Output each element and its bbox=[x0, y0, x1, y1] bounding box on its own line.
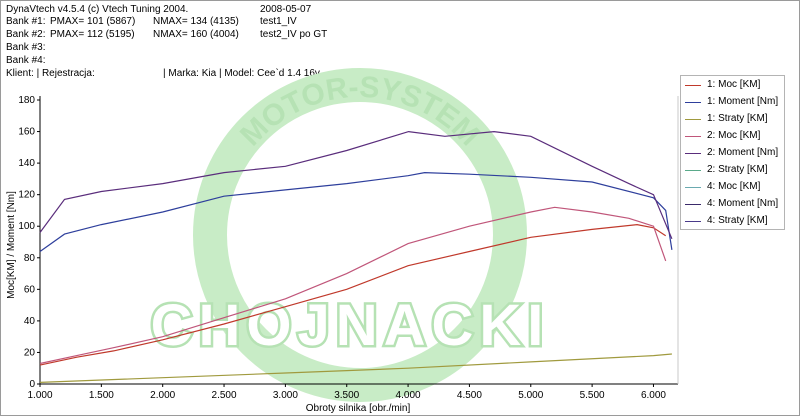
y-tick-label: 140 bbox=[18, 158, 35, 169]
series-line-1 bbox=[39, 223, 667, 366]
series-line-3 bbox=[39, 353, 672, 383]
legend-label: 2: Straty [KM] bbox=[707, 164, 768, 175]
chart-plot-area bbox=[39, 130, 673, 383]
bank2-nmax: NMAX= 160 (4004) bbox=[153, 29, 239, 40]
legend-label: 1: Moc [KM] bbox=[707, 79, 761, 90]
legend-item: 2: Straty [KM] bbox=[681, 162, 784, 179]
legend-swatch bbox=[685, 204, 701, 205]
x-tick-label: 2.500 bbox=[212, 390, 237, 401]
bank1-label: Bank #1: bbox=[6, 16, 46, 27]
legend-item: 1: Straty [KM] bbox=[681, 111, 784, 128]
watermark-brand-text: CHOJNACKI bbox=[151, 293, 550, 358]
x-tick-label: 1.000 bbox=[27, 390, 52, 401]
bank1-nmax: NMAX= 134 (4135) bbox=[153, 16, 239, 27]
x-tick-label: 2.000 bbox=[150, 390, 175, 401]
legend-item: 2: Moc [KM] bbox=[681, 128, 784, 145]
client-line: Klient: | Rejestracja: bbox=[6, 68, 95, 79]
bank2-pmax: PMAX= 112 (5195) bbox=[50, 29, 135, 40]
legend-item: 4: Straty [KM] bbox=[681, 213, 784, 230]
y-tick-label: 40 bbox=[24, 316, 36, 327]
legend-item: 2: Moment [Nm] bbox=[681, 145, 784, 162]
watermark-ring bbox=[193, 68, 527, 402]
bank4-label: Bank #4: bbox=[6, 55, 46, 66]
legend-label: 1: Straty [KM] bbox=[707, 113, 768, 124]
legend-label: 2: Moment [Nm] bbox=[707, 147, 779, 158]
legend-swatch bbox=[685, 170, 701, 171]
bank1-pmax: PMAX= 101 (5867) bbox=[50, 16, 136, 27]
x-tick-label: 3.000 bbox=[273, 390, 298, 401]
app-title: DynaVtech v4.5.4 (c) Vtech Tuning 2004. bbox=[6, 4, 189, 15]
x-tick-label: 5.000 bbox=[518, 390, 543, 401]
legend-swatch bbox=[685, 153, 701, 154]
legend-label: 4: Moment [Nm] bbox=[707, 198, 779, 209]
legend-swatch bbox=[685, 102, 701, 103]
bank2-label: Bank #2: bbox=[6, 29, 46, 40]
y-axis-label: Moc[KM] / Moment [Nm] bbox=[6, 191, 17, 299]
y-tick-label: 0 bbox=[29, 379, 35, 390]
legend-item: 4: Moc [KM] bbox=[681, 179, 784, 196]
car-line: | Marka: Kia | Model: Cee`d 1.4 16v bbox=[163, 68, 320, 79]
chart-ticks: 0 20 40 60 80 100 120 140 160 180 1.000 1.500 2.000 2… bbox=[18, 95, 666, 401]
legend-label: 4: Straty [KM] bbox=[707, 215, 768, 226]
x-tick-label: 6.000 bbox=[641, 390, 666, 401]
chart-axes bbox=[39, 96, 679, 385]
y-tick-label: 160 bbox=[18, 127, 35, 138]
legend-label: 2: Moc [KM] bbox=[707, 130, 761, 141]
x-tick-label: 5.500 bbox=[580, 390, 605, 401]
legend-swatch bbox=[685, 221, 701, 222]
y-tick-label: 100 bbox=[18, 221, 35, 232]
x-axis-label: Obroty silnika [obr./min] bbox=[306, 403, 411, 414]
chart-legend: 1: Moc [KM] 1: Moment [Nm] 1: Straty [KM] 2… bbox=[680, 75, 785, 230]
x-tick-label: 1.500 bbox=[89, 390, 114, 401]
series-line-4 bbox=[39, 206, 667, 365]
bank3-label: Bank #3: bbox=[6, 42, 46, 53]
y-tick-label: 120 bbox=[18, 190, 35, 201]
legend-swatch bbox=[685, 119, 701, 120]
legend-swatch bbox=[685, 187, 701, 188]
y-tick-label: 180 bbox=[18, 95, 35, 106]
legend-item: 1: Moment [Nm] bbox=[681, 94, 784, 111]
x-tick-label: 4.000 bbox=[396, 390, 421, 401]
y-tick-label: 60 bbox=[24, 284, 36, 295]
legend-item: 4: Moment [Nm] bbox=[681, 196, 784, 213]
x-tick-label: 3.500 bbox=[334, 390, 359, 401]
legend-item: 1: Moc [KM] bbox=[681, 77, 784, 94]
test-date: 2008-05-07 bbox=[260, 4, 312, 15]
bank1-name: test1_IV bbox=[260, 16, 297, 27]
legend-swatch bbox=[685, 136, 701, 137]
series-line-5 bbox=[39, 130, 673, 240]
y-tick-label: 20 bbox=[24, 347, 36, 358]
series-line-2 bbox=[39, 171, 673, 252]
legend-label: 4: Moc [KM] bbox=[707, 181, 761, 192]
legend-label: 1: Moment [Nm] bbox=[707, 96, 779, 107]
legend-swatch bbox=[685, 85, 701, 86]
y-tick-label: 80 bbox=[24, 253, 36, 264]
bank2-name: test2_IV po GT bbox=[260, 29, 328, 40]
x-tick-label: 4.500 bbox=[457, 390, 482, 401]
